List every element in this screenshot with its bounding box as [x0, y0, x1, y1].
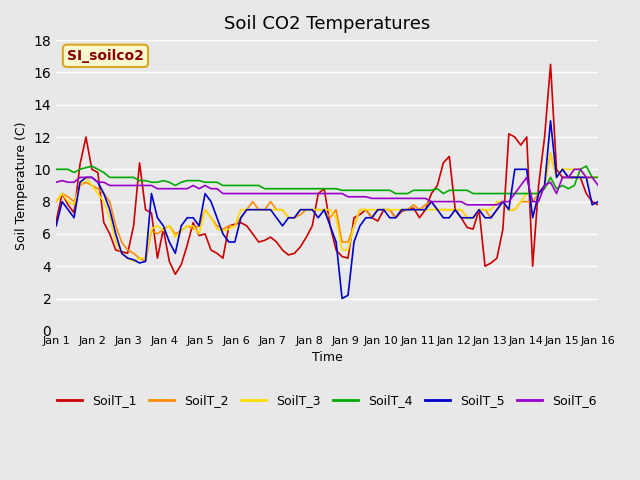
X-axis label: Time: Time [312, 351, 342, 364]
Title: Soil CO2 Temperatures: Soil CO2 Temperatures [224, 15, 430, 33]
Y-axis label: Soil Temperature (C): Soil Temperature (C) [15, 121, 28, 250]
Legend: SoilT_1, SoilT_2, SoilT_3, SoilT_4, SoilT_5, SoilT_6: SoilT_1, SoilT_2, SoilT_3, SoilT_4, Soil… [52, 389, 602, 412]
Text: SI_soilco2: SI_soilco2 [67, 49, 144, 63]
